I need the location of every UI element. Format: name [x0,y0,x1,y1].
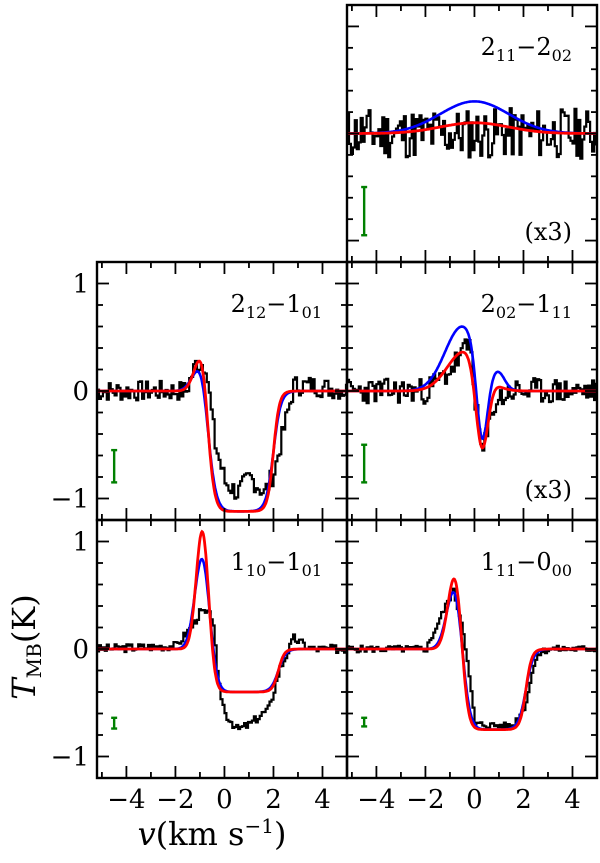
plot-area [97,359,347,513]
panel-p111: −4 −2 0 2 4 111−000 [345,518,599,815]
error-bar [111,448,118,484]
error-bar [361,185,368,237]
observed-spectrum-line [347,107,597,160]
panel-p211: 211−202 (x3) [345,3,599,264]
panel-p212: −1 0 1 212−101 [51,260,349,522]
scale-note: (x3) [524,218,572,246]
observed-spectrum-line [97,359,347,500]
x-tick-label: 4 [564,785,581,815]
tick-marks [347,261,598,521]
y-tick-label: 0 [72,377,89,407]
error-bar [361,716,368,728]
tick-marks [97,519,348,779]
plot-area [347,577,597,731]
x-tick-label: 0 [466,785,483,815]
plot-area [97,529,347,731]
scale-note: (x3) [524,476,572,504]
x-tick-label: 0 [216,785,233,815]
x-tick-label: −4 [357,785,395,815]
model-red-line [97,529,347,694]
x-tick-label: −2 [156,785,194,815]
model-red-line [347,577,597,731]
error-bar [361,443,368,484]
plot-area [347,100,597,237]
transition-label: 202−111 [481,290,572,322]
x-tick-label: 2 [265,785,282,815]
transition-label: 111−000 [481,548,572,580]
x-tick-label: −2 [406,785,444,815]
y-tick-label: 1 [72,528,89,558]
panel-p110: −1 0 1 −4 −2 0 2 4 110−101 [51,518,349,815]
model-red-line [347,350,597,450]
observed-spectrum-line [347,587,597,730]
transition-label: 212−101 [231,290,322,322]
transition-label: 110−101 [231,548,322,580]
x-tick-label: 2 [515,785,532,815]
y-axis-title: TMB(K) [5,594,46,699]
model-red-line [97,359,347,513]
plot-area [347,325,597,484]
error-bar [111,716,118,730]
x-tick-label: −4 [107,785,145,815]
x-tick-label: 4 [314,785,331,815]
y-tick-label: 1 [72,270,89,300]
observed-spectrum-line [347,338,597,452]
tick-marks [347,519,598,779]
y-tick-label: −1 [51,743,89,773]
y-tick-label: 0 [72,635,89,665]
y-tick-label: −1 [51,485,89,515]
model-blue-line [347,590,597,731]
tick-marks [347,4,598,263]
observed-spectrum-line [97,608,347,731]
x-axis-title: v(km s−1) [138,814,287,853]
transition-label: 211−202 [481,33,572,65]
panel-p202: 202−111 (x3) [345,260,599,522]
model-red-line [347,121,597,135]
